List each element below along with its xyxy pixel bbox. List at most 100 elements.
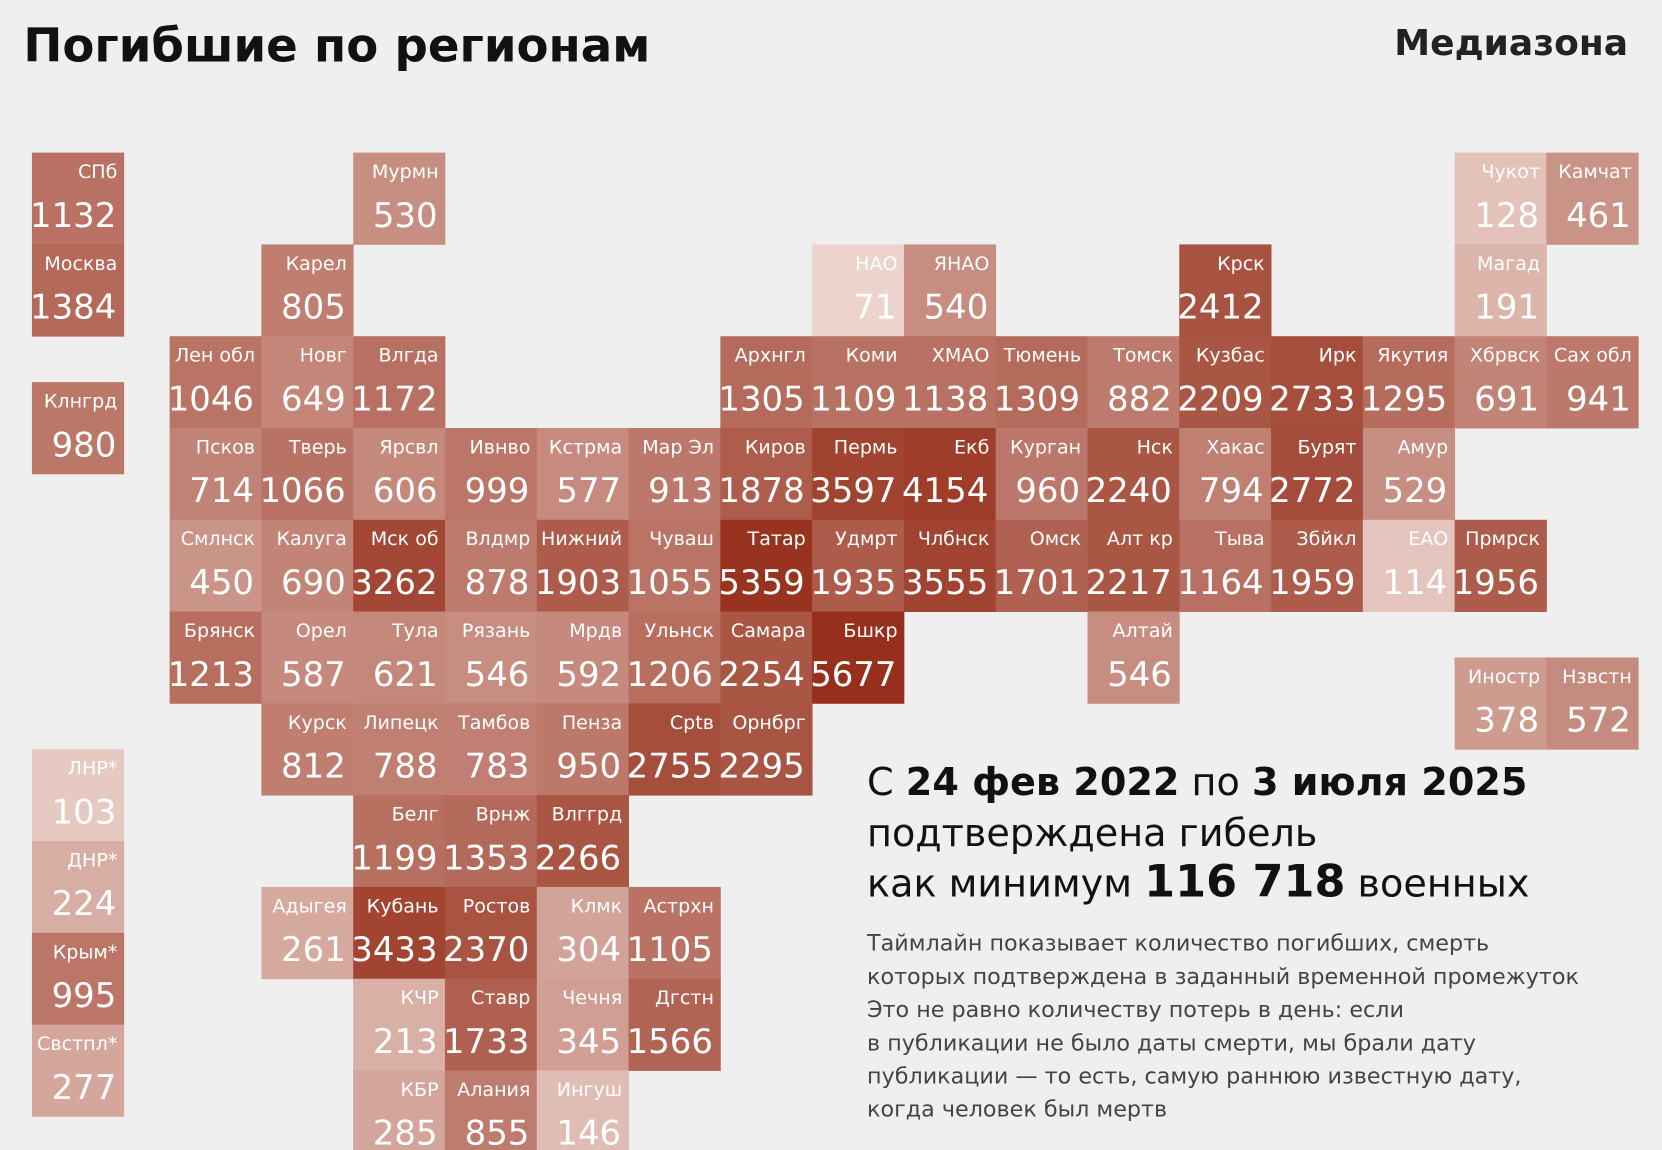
region-label: Крск	[1217, 253, 1265, 275]
region-label: Камчат	[1558, 161, 1632, 183]
region-value: 1105	[627, 930, 713, 969]
region-tile: Пермь 3597	[810, 427, 905, 521]
region-value: 2266	[535, 838, 621, 877]
region-tile: ЛНР* 103	[31, 749, 125, 842]
region-value: 146	[556, 1114, 621, 1150]
region-label: КЧР	[401, 987, 439, 1009]
region-tile: Бшкр 5677	[810, 611, 905, 704]
region-tile: КБР 285	[353, 1070, 446, 1150]
region-tile: Архнгл 1305	[718, 336, 813, 429]
region-label: Врнж	[476, 804, 531, 826]
region-value: 546	[1107, 655, 1172, 694]
region-label: Свстпл*	[37, 1033, 117, 1055]
region-tile: Нск 2240	[1086, 427, 1180, 521]
tile	[536, 886, 629, 980]
region-tile: Иностр 378	[1454, 657, 1547, 750]
region-value: 2772	[1269, 471, 1355, 510]
region-value: 794	[1199, 471, 1264, 510]
tile	[444, 427, 538, 521]
region-label: Чукот	[1481, 161, 1540, 183]
region-tile: Мурмн 530	[353, 152, 446, 245]
region-value: 1353	[443, 838, 529, 877]
region-tile: Кубань 3433	[351, 886, 446, 980]
tile	[31, 382, 125, 475]
region-label: Татар	[747, 528, 806, 550]
region-tile: Дгстн 1566	[627, 978, 721, 1071]
region-tile: Мрдв 592	[536, 611, 629, 704]
tile	[812, 519, 905, 612]
region-value: 1199	[351, 838, 437, 877]
region-tile: Хбрвск 691	[1454, 336, 1547, 429]
region-value: 5359	[718, 563, 804, 602]
region-value: 285	[373, 1114, 438, 1150]
region-label: Брянск	[184, 620, 255, 642]
region-tile: Крым* 995	[31, 932, 125, 1026]
region-value: 999	[465, 471, 530, 510]
region-tile: Свстпл* 277	[31, 1024, 125, 1117]
region-tile: Камчат 461	[1546, 152, 1639, 245]
region-tile: Влдмр 878	[444, 519, 538, 612]
region-label: Архнгл	[735, 345, 806, 367]
tile	[261, 427, 354, 521]
region-value: 714	[189, 471, 254, 510]
region-value: 1164	[1177, 563, 1263, 602]
tile	[444, 886, 538, 980]
tile	[1087, 427, 1180, 521]
tile	[1179, 336, 1272, 429]
tile	[536, 427, 629, 521]
region-value: 546	[465, 655, 530, 694]
region-value: 1935	[810, 563, 896, 602]
region-tile: ДНР* 224	[31, 841, 125, 934]
tile	[536, 795, 629, 888]
tile	[536, 519, 629, 612]
region-tile: Карел 805	[261, 244, 354, 337]
region-label: Ирк	[1319, 345, 1357, 367]
region-tile: Калуга 690	[261, 519, 354, 612]
region-label: Самара	[731, 620, 806, 642]
region-tile: Курск 812	[261, 703, 354, 796]
region-label: Тула	[391, 620, 439, 642]
tile	[353, 886, 446, 980]
region-tile: Орел 587	[261, 611, 354, 704]
region-value: 2370	[443, 930, 529, 969]
tile	[628, 886, 721, 980]
region-tile: ХМАО 1138	[902, 336, 997, 429]
region-label: Калуга	[276, 528, 346, 550]
region-value: 1206	[627, 655, 713, 694]
region-value: 1566	[627, 1022, 713, 1061]
tile	[353, 427, 446, 521]
region-tile: Ульнск 1206	[627, 611, 721, 704]
region-value: 461	[1566, 196, 1631, 235]
region-value: 2209	[1177, 379, 1263, 418]
tile	[444, 611, 538, 704]
tile	[1362, 519, 1456, 612]
tile	[169, 336, 262, 429]
region-tile: Амур 529	[1362, 427, 1456, 521]
tile	[31, 749, 125, 842]
tile	[812, 336, 905, 429]
region-label: Иностр	[1468, 666, 1540, 688]
region-tile: Тыва 1164	[1177, 519, 1272, 612]
region-label: Клмк	[571, 895, 623, 917]
region-label: Мурмн	[372, 161, 439, 183]
region-label: Мар Эл	[642, 436, 714, 458]
region-label: Члбнск	[918, 528, 989, 550]
region-tile: Бурят 2772	[1269, 427, 1364, 521]
tile	[261, 519, 354, 612]
tile	[995, 336, 1088, 429]
region-value: 855	[465, 1114, 530, 1150]
tile	[1546, 657, 1639, 750]
tile	[1362, 427, 1456, 521]
region-value: 1055	[627, 563, 713, 602]
region-tile: Татар 5359	[718, 519, 813, 612]
region-label: Екб	[954, 436, 989, 458]
tile	[1454, 244, 1547, 337]
tile	[353, 978, 446, 1071]
summary-part: 24 фев 2022	[906, 760, 1180, 804]
tile	[720, 427, 813, 521]
region-value: 2412	[1177, 288, 1263, 327]
region-value: 3433	[351, 930, 437, 969]
tile	[536, 1070, 629, 1150]
region-value: 788	[373, 747, 438, 786]
